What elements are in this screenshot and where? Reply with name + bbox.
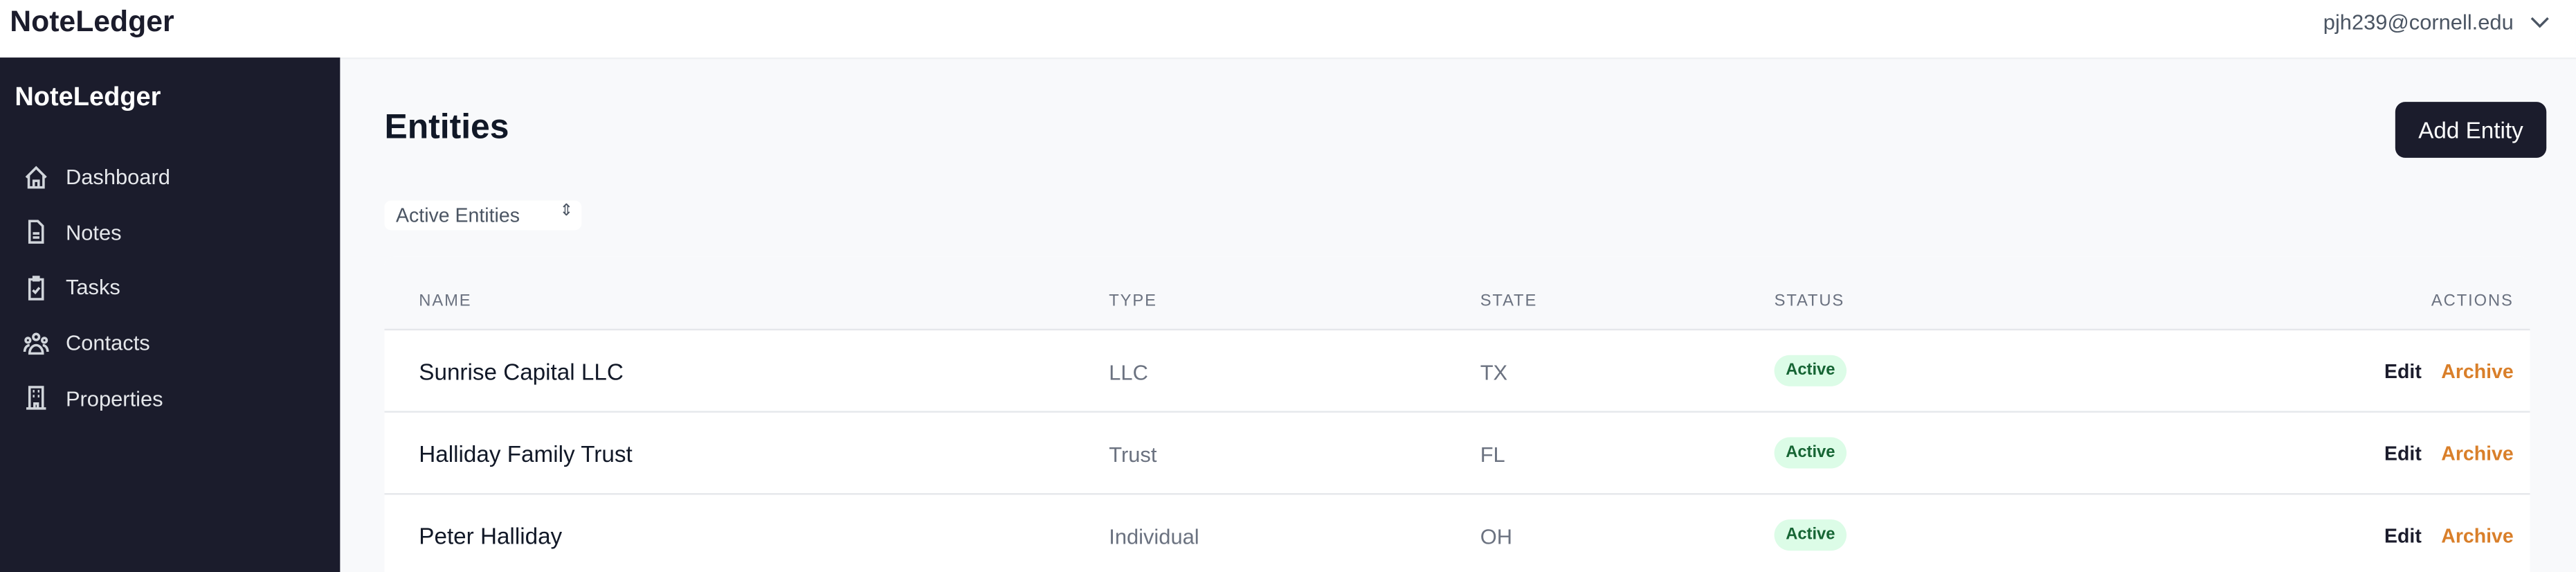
status-badge: Active — [1774, 355, 1847, 386]
sidebar-item-notes[interactable]: Notes — [23, 205, 170, 260]
table-row: Halliday Family Trust Trust FL Active Ed… — [384, 413, 2530, 495]
building-icon — [26, 386, 46, 411]
chevron-down-icon — [2530, 16, 2549, 28]
chevron-up-down-icon: ⇕ — [559, 202, 574, 221]
user-email: pjh239@cornell.edu — [2323, 10, 2514, 35]
app-brand: NoteLedger — [10, 5, 174, 38]
sidebar-item-label: Dashboard — [65, 165, 170, 190]
add-entity-button[interactable]: Add Entity — [2395, 102, 2547, 158]
column-header-status: STATUS — [1774, 292, 1845, 311]
entity-state: FL — [1480, 442, 1505, 467]
home-icon — [25, 166, 47, 188]
clipboard-check-icon — [28, 276, 44, 301]
edit-button[interactable]: Edit — [2384, 359, 2422, 384]
archive-button[interactable]: Archive — [2441, 442, 2514, 465]
table-header: NAME TYPE STATE STATUS ACTIONS — [384, 256, 2530, 331]
entity-type: Trust — [1109, 442, 1157, 467]
sidebar: NoteLedger Dashboard Notes Tasks Contact… — [0, 57, 341, 572]
sidebar-item-label: Tasks — [65, 275, 120, 301]
document-icon — [28, 220, 44, 244]
entity-state: TX — [1480, 359, 1508, 385]
top-bar: NoteLedger pjh239@cornell.edu — [0, 0, 2576, 60]
table-row: Peter Halliday Individual OH Active Edit… — [384, 494, 2530, 572]
users-icon — [23, 332, 49, 355]
edit-button[interactable]: Edit — [2384, 524, 2422, 548]
archive-button[interactable]: Archive — [2441, 359, 2514, 384]
sidebar-item-label: Properties — [65, 386, 163, 411]
sidebar-item-label: Notes — [65, 220, 122, 245]
filter-selected-value: Active Entities — [396, 204, 520, 227]
entity-filter-select[interactable]: Active Entities ⇕ — [384, 200, 582, 231]
sidebar-item-tasks[interactable]: Tasks — [23, 260, 170, 315]
column-header-name: NAME — [419, 292, 472, 311]
entity-type: LLC — [1109, 359, 1148, 385]
sidebar-item-label: Contacts — [65, 330, 150, 355]
column-header-state: STATE — [1480, 292, 1538, 311]
column-header-type: TYPE — [1109, 292, 1157, 311]
entity-name: Sunrise Capital LLC — [419, 358, 624, 385]
sidebar-item-dashboard[interactable]: Dashboard — [23, 150, 170, 205]
user-menu[interactable]: pjh239@cornell.edu — [2323, 10, 2550, 35]
archive-button[interactable]: Archive — [2441, 524, 2514, 548]
sidebar-item-contacts[interactable]: Contacts — [23, 315, 170, 370]
column-header-actions: ACTIONS — [2431, 292, 2514, 311]
sidebar-nav: Dashboard Notes Tasks Contacts Propertie… — [23, 150, 170, 426]
status-badge: Active — [1774, 437, 1847, 469]
table-row: Sunrise Capital LLC LLC TX Active Edit A… — [384, 330, 2530, 413]
page-title: Entities — [384, 108, 509, 147]
entities-table: NAME TYPE STATE STATUS ACTIONS Sunrise C… — [384, 256, 2530, 572]
status-badge: Active — [1774, 519, 1847, 551]
entity-name: Peter Halliday — [419, 522, 563, 549]
sidebar-item-properties[interactable]: Properties — [23, 370, 170, 426]
entity-name: Halliday Family Trust — [419, 440, 633, 467]
entity-state: OH — [1480, 524, 1512, 549]
edit-button[interactable]: Edit — [2384, 442, 2422, 465]
sidebar-brand: NoteLedger — [15, 84, 161, 112]
entity-type: Individual — [1109, 524, 1199, 549]
